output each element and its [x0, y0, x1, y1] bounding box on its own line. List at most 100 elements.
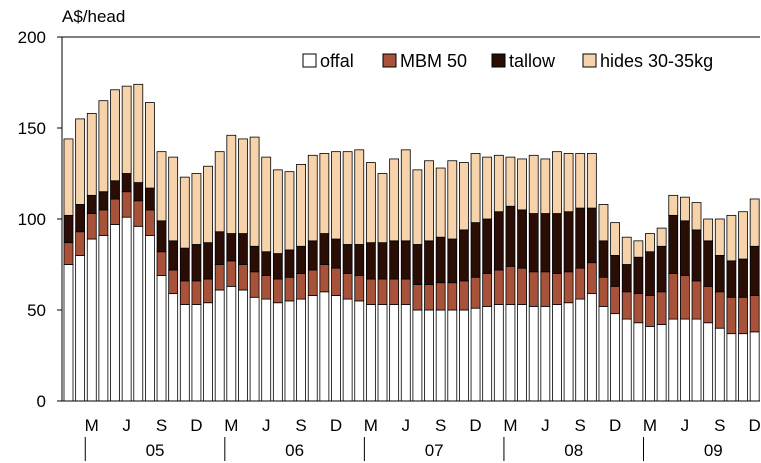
y-tick-label: 100	[18, 210, 46, 229]
bar-segment-tallow	[691, 229, 702, 282]
bar-segment-mbm	[412, 284, 423, 311]
bar-segment-hides	[586, 153, 597, 209]
bar-segment-hides	[749, 198, 760, 247]
x-month-label: D	[749, 416, 761, 435]
bar-segment-hides	[179, 176, 190, 249]
bar-segment-hides	[633, 240, 644, 258]
bar-segment-hides	[249, 136, 260, 247]
bar-segment-mbm	[691, 280, 702, 320]
bar-segment-mbm	[191, 280, 202, 305]
bar-segment-hides	[133, 83, 144, 183]
bar-segment-offal	[656, 324, 667, 402]
bar-segment-hides	[400, 149, 411, 242]
bar-segment-tallow	[447, 238, 458, 284]
bar-segment-mbm	[156, 251, 167, 276]
bar-segment-mbm	[203, 278, 213, 304]
bar-segment-tallow	[575, 207, 586, 269]
bar-segment-hides	[528, 154, 539, 214]
bar-segment-hides	[703, 218, 714, 242]
bar-segment-tallow	[110, 180, 120, 200]
y-tick-label: 0	[37, 392, 46, 411]
bar-segment-tallow	[586, 207, 597, 264]
bar-segment-offal	[726, 333, 737, 402]
bar-segment-offal	[133, 225, 144, 402]
bar-segment-mbm	[633, 293, 644, 324]
bar-segment-offal	[110, 224, 120, 402]
bar-segment-tallow	[749, 245, 760, 296]
bar-segment-offal	[470, 307, 481, 402]
x-month-label: M	[643, 416, 657, 435]
bar-segment-offal	[424, 309, 434, 402]
bar-segment-tallow	[528, 213, 539, 273]
bar-segment-hides	[575, 153, 586, 209]
bar-segment-tallow	[656, 245, 667, 293]
bar-segment-tallow	[703, 240, 714, 287]
bar-segment-mbm	[749, 295, 760, 333]
bar-segment-hides	[459, 162, 469, 231]
bar-segment-tallow	[389, 240, 400, 280]
bar-segment-offal	[575, 298, 586, 402]
x-year-label: 05	[146, 441, 165, 460]
bar-segment-hides	[668, 194, 679, 216]
bar-segment-offal	[284, 300, 295, 402]
bar-segment-hides	[272, 169, 283, 254]
x-month-label: M	[85, 416, 99, 435]
bar-segment-tallow	[435, 236, 446, 284]
bar-segment-offal	[459, 309, 469, 402]
bar-segment-tallow	[610, 254, 621, 287]
bar-segment-mbm	[505, 265, 516, 305]
y-tick-label: 150	[18, 119, 46, 138]
bar-segment-mbm	[238, 264, 248, 291]
bar-segment-tallow	[552, 213, 562, 274]
bar-segment-mbm	[645, 295, 655, 327]
bar-segment-hides	[121, 85, 132, 174]
bar-segment-mbm	[98, 209, 109, 236]
bar-segment-tallow	[133, 182, 144, 202]
bar-segment-hides	[331, 151, 341, 240]
bar-segment-hides	[156, 151, 167, 222]
bar-segment-tallow	[621, 264, 632, 293]
x-month-label: M	[224, 416, 238, 435]
bar-segment-tallow	[168, 240, 179, 271]
bar-segment-mbm	[517, 267, 527, 305]
bar-segment-offal	[679, 318, 690, 402]
bar-segment-mbm	[668, 273, 679, 320]
bar-segment-offal	[505, 304, 516, 402]
bar-segment-hides	[214, 151, 225, 233]
bar-segment-tallow	[98, 191, 109, 211]
bar-segment-hides	[679, 196, 690, 222]
x-year-label: 07	[425, 441, 444, 460]
bar-segment-tallow	[284, 249, 295, 278]
bar-segment-hides	[505, 156, 516, 207]
bar-segment-offal	[203, 302, 213, 402]
bar-segment-tallow	[726, 260, 737, 298]
bar-segment-tallow	[738, 258, 748, 298]
bar-segment-mbm	[365, 278, 376, 305]
bar-segment-mbm	[261, 275, 272, 300]
x-month-label: S	[575, 416, 586, 435]
bar-segment-mbm	[145, 209, 155, 236]
bar-segment-mbm	[552, 273, 562, 305]
bar-segment-hides	[552, 151, 562, 214]
x-month-label: M	[503, 416, 517, 435]
bar-segment-hides	[365, 162, 376, 244]
bar-segment-tallow	[203, 242, 213, 280]
bar-segment-offal	[249, 296, 260, 402]
bar-segment-offal	[98, 234, 109, 402]
bar-segment-tallow	[459, 229, 469, 282]
x-month-label: S	[714, 416, 725, 435]
bar-segment-tallow	[470, 222, 481, 278]
bar-segment-mbm	[459, 280, 469, 311]
bar-segment-offal	[691, 318, 702, 402]
bar-segment-mbm	[424, 284, 434, 311]
bar-segment-mbm	[296, 273, 307, 300]
bar-segment-mbm	[610, 285, 621, 315]
bar-segment-hides	[610, 222, 621, 256]
bar-segment-mbm	[575, 267, 586, 300]
bar-segment-hides	[621, 236, 632, 265]
bar-segment-tallow	[412, 244, 423, 285]
bar-segment-mbm	[563, 271, 574, 304]
bar-segment-offal	[319, 291, 330, 402]
bar-segment-offal	[447, 309, 458, 402]
